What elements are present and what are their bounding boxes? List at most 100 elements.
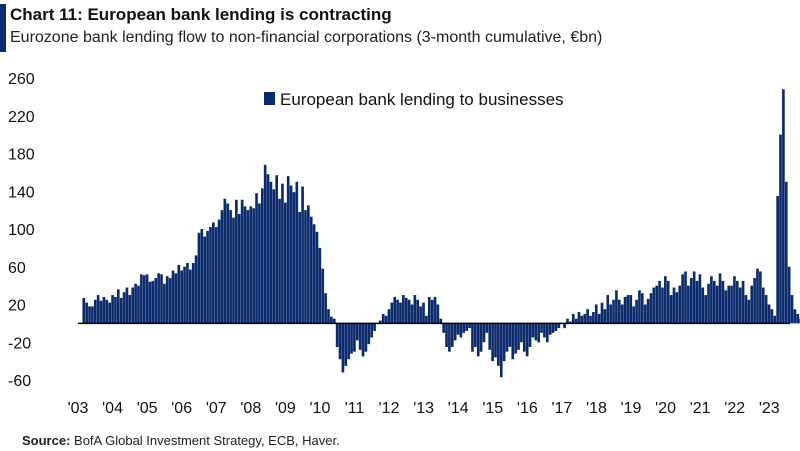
x-tick-label: '08 bbox=[240, 400, 261, 417]
bar bbox=[229, 210, 232, 324]
bar bbox=[580, 315, 584, 324]
bar bbox=[237, 213, 241, 324]
bar bbox=[410, 304, 414, 324]
bar bbox=[206, 230, 209, 324]
bar bbox=[531, 323, 535, 338]
bar bbox=[764, 295, 768, 324]
bar bbox=[756, 268, 759, 324]
bar bbox=[557, 323, 561, 329]
bar bbox=[131, 287, 135, 324]
bar bbox=[249, 206, 253, 324]
bar bbox=[738, 287, 742, 324]
bar bbox=[275, 175, 278, 324]
bar bbox=[419, 306, 422, 324]
bar bbox=[635, 299, 638, 324]
bar bbox=[105, 299, 109, 324]
bar bbox=[292, 192, 296, 324]
bar bbox=[223, 198, 227, 324]
bar bbox=[784, 181, 788, 324]
bar bbox=[675, 292, 679, 324]
bar bbox=[744, 295, 748, 324]
bar bbox=[543, 323, 546, 338]
bar bbox=[448, 323, 451, 352]
bar bbox=[171, 270, 175, 324]
bar bbox=[177, 264, 181, 324]
x-tick-label: '09 bbox=[275, 400, 296, 417]
x-tick-label: '04 bbox=[102, 400, 123, 417]
bar bbox=[91, 306, 94, 324]
bar bbox=[393, 296, 397, 324]
bar bbox=[687, 285, 690, 324]
bar bbox=[122, 292, 126, 324]
bar bbox=[669, 295, 673, 324]
legend: European bank lending to businesses bbox=[264, 90, 564, 109]
bar bbox=[258, 203, 261, 324]
bar bbox=[278, 198, 281, 324]
bar bbox=[217, 219, 221, 324]
bar bbox=[790, 295, 794, 324]
bar bbox=[692, 271, 696, 324]
bar bbox=[373, 323, 376, 331]
bar bbox=[390, 302, 394, 324]
bar bbox=[666, 280, 670, 324]
bar bbox=[387, 309, 391, 324]
bar bbox=[453, 323, 457, 341]
x-tick-label: '13 bbox=[413, 400, 434, 417]
bar bbox=[583, 313, 587, 324]
bar bbox=[341, 323, 345, 373]
bar bbox=[186, 262, 189, 324]
bar bbox=[119, 297, 123, 324]
bar bbox=[773, 315, 777, 324]
bar bbox=[165, 276, 169, 324]
bar bbox=[163, 283, 166, 324]
bar bbox=[522, 323, 526, 352]
bar bbox=[404, 297, 408, 324]
y-tick-label: 220 bbox=[8, 109, 35, 126]
bar bbox=[433, 296, 437, 324]
bar bbox=[243, 206, 247, 324]
bar bbox=[747, 299, 751, 324]
bar bbox=[330, 316, 333, 324]
bar bbox=[586, 309, 589, 324]
bar bbox=[281, 183, 284, 324]
bar bbox=[384, 315, 388, 324]
bar bbox=[629, 295, 633, 324]
bar bbox=[502, 323, 506, 362]
bar bbox=[321, 268, 325, 324]
bar bbox=[471, 323, 474, 352]
legend-label: European bank lending to businesses bbox=[280, 90, 564, 109]
bar bbox=[592, 312, 595, 324]
y-tick-label: 140 bbox=[8, 184, 35, 201]
bar bbox=[427, 296, 431, 324]
bar bbox=[594, 304, 598, 324]
source-label: Source: bbox=[22, 433, 71, 448]
bar bbox=[646, 298, 650, 324]
bar bbox=[358, 323, 362, 350]
bar bbox=[442, 323, 445, 333]
bar bbox=[658, 280, 661, 324]
legend-swatch bbox=[264, 92, 275, 105]
bar bbox=[796, 313, 800, 324]
bar bbox=[350, 323, 353, 354]
x-tick-label: '23 bbox=[759, 400, 780, 417]
bar bbox=[183, 266, 186, 324]
bar bbox=[525, 323, 529, 357]
bar bbox=[260, 188, 264, 324]
y-axis-ticks: -60 -20 20 60 100 140 180 220 260 bbox=[8, 71, 35, 390]
x-tick-label: '07 bbox=[206, 400, 227, 417]
bar bbox=[638, 290, 641, 324]
bar bbox=[309, 216, 313, 324]
bar bbox=[459, 323, 463, 338]
bar bbox=[272, 189, 276, 324]
bar bbox=[370, 323, 374, 338]
bar bbox=[174, 273, 178, 324]
bar bbox=[137, 285, 140, 324]
bar bbox=[445, 323, 448, 347]
bar bbox=[318, 247, 322, 324]
bar bbox=[295, 181, 299, 324]
bar bbox=[301, 186, 304, 324]
bar bbox=[488, 323, 492, 350]
bar bbox=[436, 304, 440, 324]
bar bbox=[134, 283, 137, 324]
source-note: Source: BofA Global Investment Strategy,… bbox=[22, 433, 340, 448]
